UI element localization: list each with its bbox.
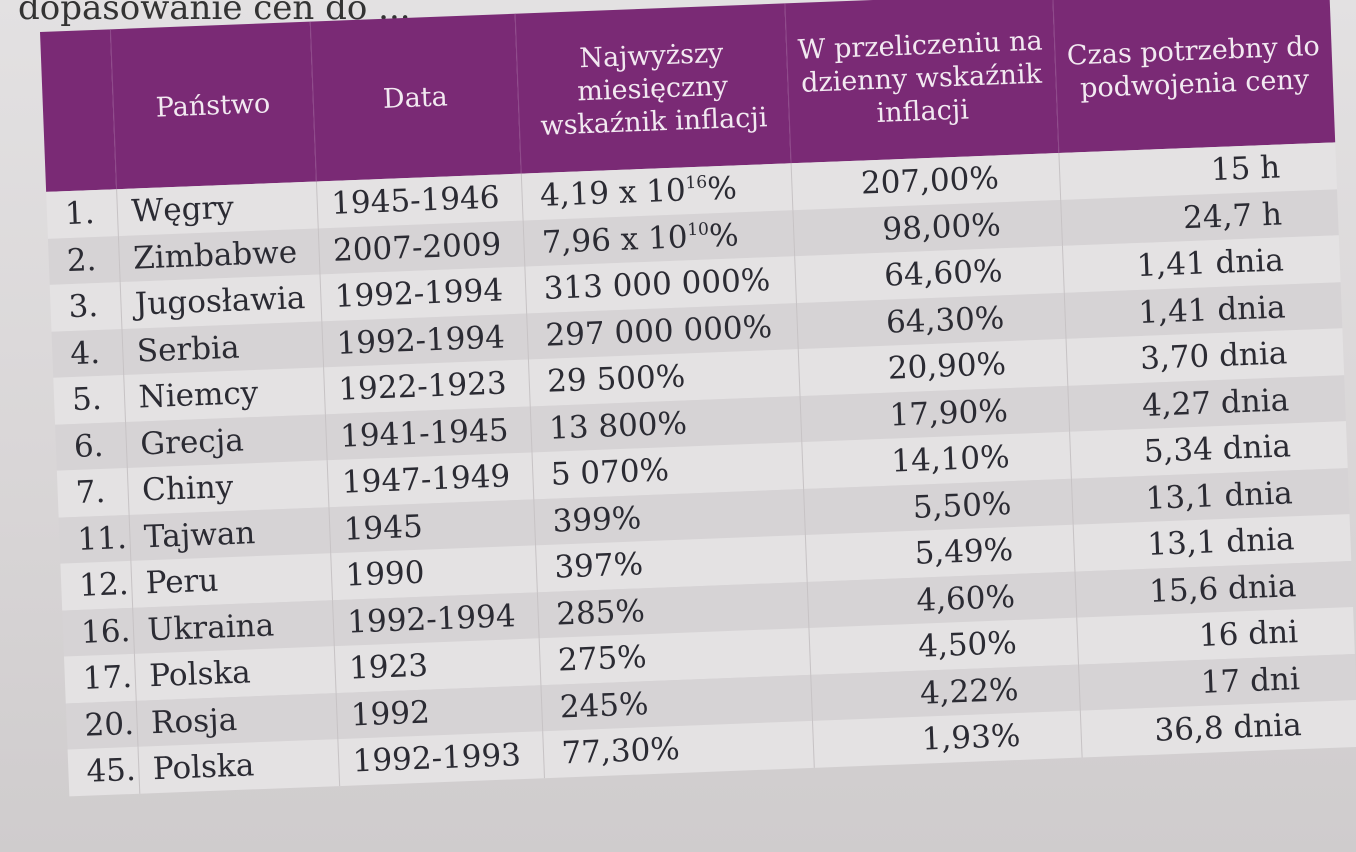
header-daily-inflation: W przeliczeniu na dzienny wskaźnik infla… <box>784 0 1059 164</box>
header-number <box>40 29 117 192</box>
row-date: 1923 <box>333 638 541 693</box>
monthly-base: 7,96 x 10 <box>541 219 689 261</box>
row-country: Polska <box>133 646 336 701</box>
row-rank: 45. <box>67 746 140 796</box>
monthly-exponent: 10 <box>686 219 710 241</box>
row-country: Tajwan <box>128 506 331 561</box>
header-doubling-time: Czas potrzebny do podwojenia ceny <box>1052 0 1336 153</box>
header-date: Data <box>309 13 521 182</box>
row-rank: 6. <box>55 421 127 471</box>
monthly-base: 4,19 x 10 <box>539 172 687 215</box>
row-date: 1990 <box>330 545 537 600</box>
row-country: Polska <box>137 739 340 794</box>
row-date: 1992-1994 <box>319 266 527 321</box>
row-rank: 7. <box>56 467 129 518</box>
row-rank: 16. <box>62 607 134 657</box>
row-rank: 3. <box>49 282 122 332</box>
row-rank: 17. <box>63 653 136 704</box>
row-date: 1945 <box>328 498 536 554</box>
row-date: 1992-1993 <box>337 731 544 786</box>
row-country: Grecja <box>125 413 327 468</box>
row-rank: 1. <box>46 189 118 239</box>
row-country: Serbia <box>121 320 324 376</box>
row-rank: 4. <box>51 328 124 378</box>
row-rank: 11. <box>58 514 131 564</box>
row-country: Ukraina <box>132 599 334 654</box>
row-daily-inflation: 1,93% <box>812 710 1082 768</box>
row-country: Węgry <box>116 181 318 236</box>
monthly-exponent: 16 <box>685 172 708 194</box>
hyperinflation-table: Państwo Data Najwyższy miesięczny wskaźn… <box>40 0 1356 796</box>
row-date: 1945-1946 <box>315 173 523 228</box>
row-date: 1992-1994 <box>321 313 528 368</box>
row-date: 2007-2009 <box>317 220 525 275</box>
row-rank: 5. <box>53 375 126 425</box>
row-country: Chiny <box>126 460 329 515</box>
row-rank: 20. <box>65 700 138 750</box>
row-date: 1992-1994 <box>332 591 539 647</box>
monthly-percent: % <box>706 170 738 208</box>
row-monthly-inflation: 77,30% <box>542 720 814 778</box>
row-country: Niemcy <box>123 367 325 422</box>
row-date: 1922-1923 <box>323 359 530 414</box>
row-rank: 2. <box>47 235 120 285</box>
row-date: 1947-1949 <box>326 452 534 507</box>
header-monthly-inflation: Najwyższy miesięczny wskaźnik inflacji <box>514 3 791 174</box>
inflation-table-container: Państwo Data Najwyższy miesięczny wskaźn… <box>40 0 1356 831</box>
monthly-percent: % <box>708 217 740 255</box>
row-doubling-time: 36,8 dnia <box>1079 699 1356 758</box>
row-date: 1941-1945 <box>324 405 532 461</box>
header-country: Państwo <box>109 21 316 190</box>
row-country: Jugosławia <box>119 274 322 329</box>
row-rank: 12. <box>60 560 133 611</box>
row-country: Rosja <box>135 692 338 747</box>
row-country: Zimbabwe <box>117 227 320 283</box>
row-country: Peru <box>130 553 333 608</box>
row-date: 1992 <box>335 684 543 740</box>
